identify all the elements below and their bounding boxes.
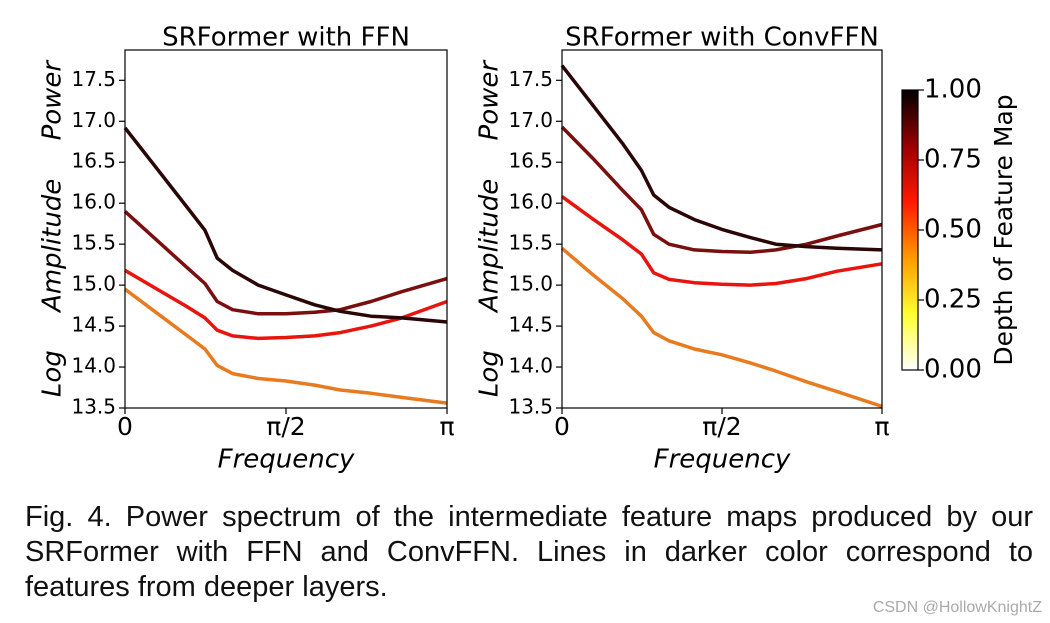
data-line bbox=[560, 195, 883, 287]
caption: Fig. 4. Power spectrum of the intermedia… bbox=[25, 501, 1033, 603]
plot-frame bbox=[561, 49, 883, 409]
y-tick-label: 15.5 bbox=[508, 231, 553, 255]
y-tick-label: 15.0 bbox=[508, 272, 553, 296]
charts: SRFormer with FFN 13.5 14.0 14.5 15.0 15.5 16.… bbox=[38, 23, 1019, 475]
watermark: CSDN @HollowKnightZ bbox=[872, 599, 1042, 616]
data-line bbox=[560, 64, 883, 252]
colorbar-tick-label: 0.75 bbox=[924, 145, 982, 175]
y-tick-label: 14.5 bbox=[71, 313, 116, 337]
y-tick-label: 14.0 bbox=[71, 354, 116, 378]
y-tick-label: 14.0 bbox=[508, 354, 553, 378]
data-line bbox=[123, 210, 448, 316]
colorbar-tick-label: 1.00 bbox=[924, 75, 982, 105]
x-tick-label: π bbox=[439, 412, 454, 441]
x-tick-label: π/2 bbox=[266, 412, 305, 441]
y-tick-label: 16.0 bbox=[508, 190, 553, 214]
x-axis-label: Frequency bbox=[218, 445, 355, 475]
y-tick-label: 15.0 bbox=[71, 272, 116, 296]
data-line bbox=[123, 126, 448, 324]
y-axis-label: Log Amplitude Power bbox=[38, 59, 68, 398]
colorbar-tick-label: 0.25 bbox=[924, 285, 982, 315]
data-line bbox=[124, 268, 448, 341]
y-tick-label: 16.5 bbox=[508, 149, 553, 173]
x-axis-label: Frequency bbox=[654, 445, 791, 475]
x-tick-label: π bbox=[874, 412, 889, 441]
colorbar-tick-label: 0.50 bbox=[924, 215, 982, 245]
y-tick-label: 16.5 bbox=[71, 149, 116, 173]
y-tick-label: 16.0 bbox=[71, 190, 116, 214]
y-tick-label: 15.5 bbox=[71, 231, 116, 255]
colorbar-label: Depth of Feature Map bbox=[989, 94, 1018, 365]
y-tick-label: 14.5 bbox=[508, 313, 553, 337]
data-line bbox=[560, 125, 883, 255]
plot-frame bbox=[124, 49, 448, 409]
y-axis-label: Log Amplitude Power bbox=[475, 59, 505, 398]
y-tick-label: 17.5 bbox=[508, 67, 553, 91]
data-line bbox=[123, 287, 448, 405]
chart-title: SRFormer with FFN bbox=[162, 23, 410, 53]
colorbar-tick-label: 0.00 bbox=[924, 355, 982, 385]
x-tick-label: 0 bbox=[117, 412, 133, 441]
data-line bbox=[560, 246, 883, 409]
y-tick-label: 13.5 bbox=[508, 395, 553, 419]
x-tick-label: π/2 bbox=[702, 412, 741, 441]
y-tick-label: 17.0 bbox=[71, 108, 116, 132]
y-tick-label: 17.0 bbox=[508, 108, 553, 132]
colorbar bbox=[901, 89, 919, 371]
y-tick-label: 17.5 bbox=[71, 67, 116, 91]
chart-title: SRFormer with ConvFFN bbox=[565, 23, 879, 53]
x-tick-label: 0 bbox=[554, 412, 570, 441]
y-tick-label: 13.5 bbox=[71, 395, 116, 419]
